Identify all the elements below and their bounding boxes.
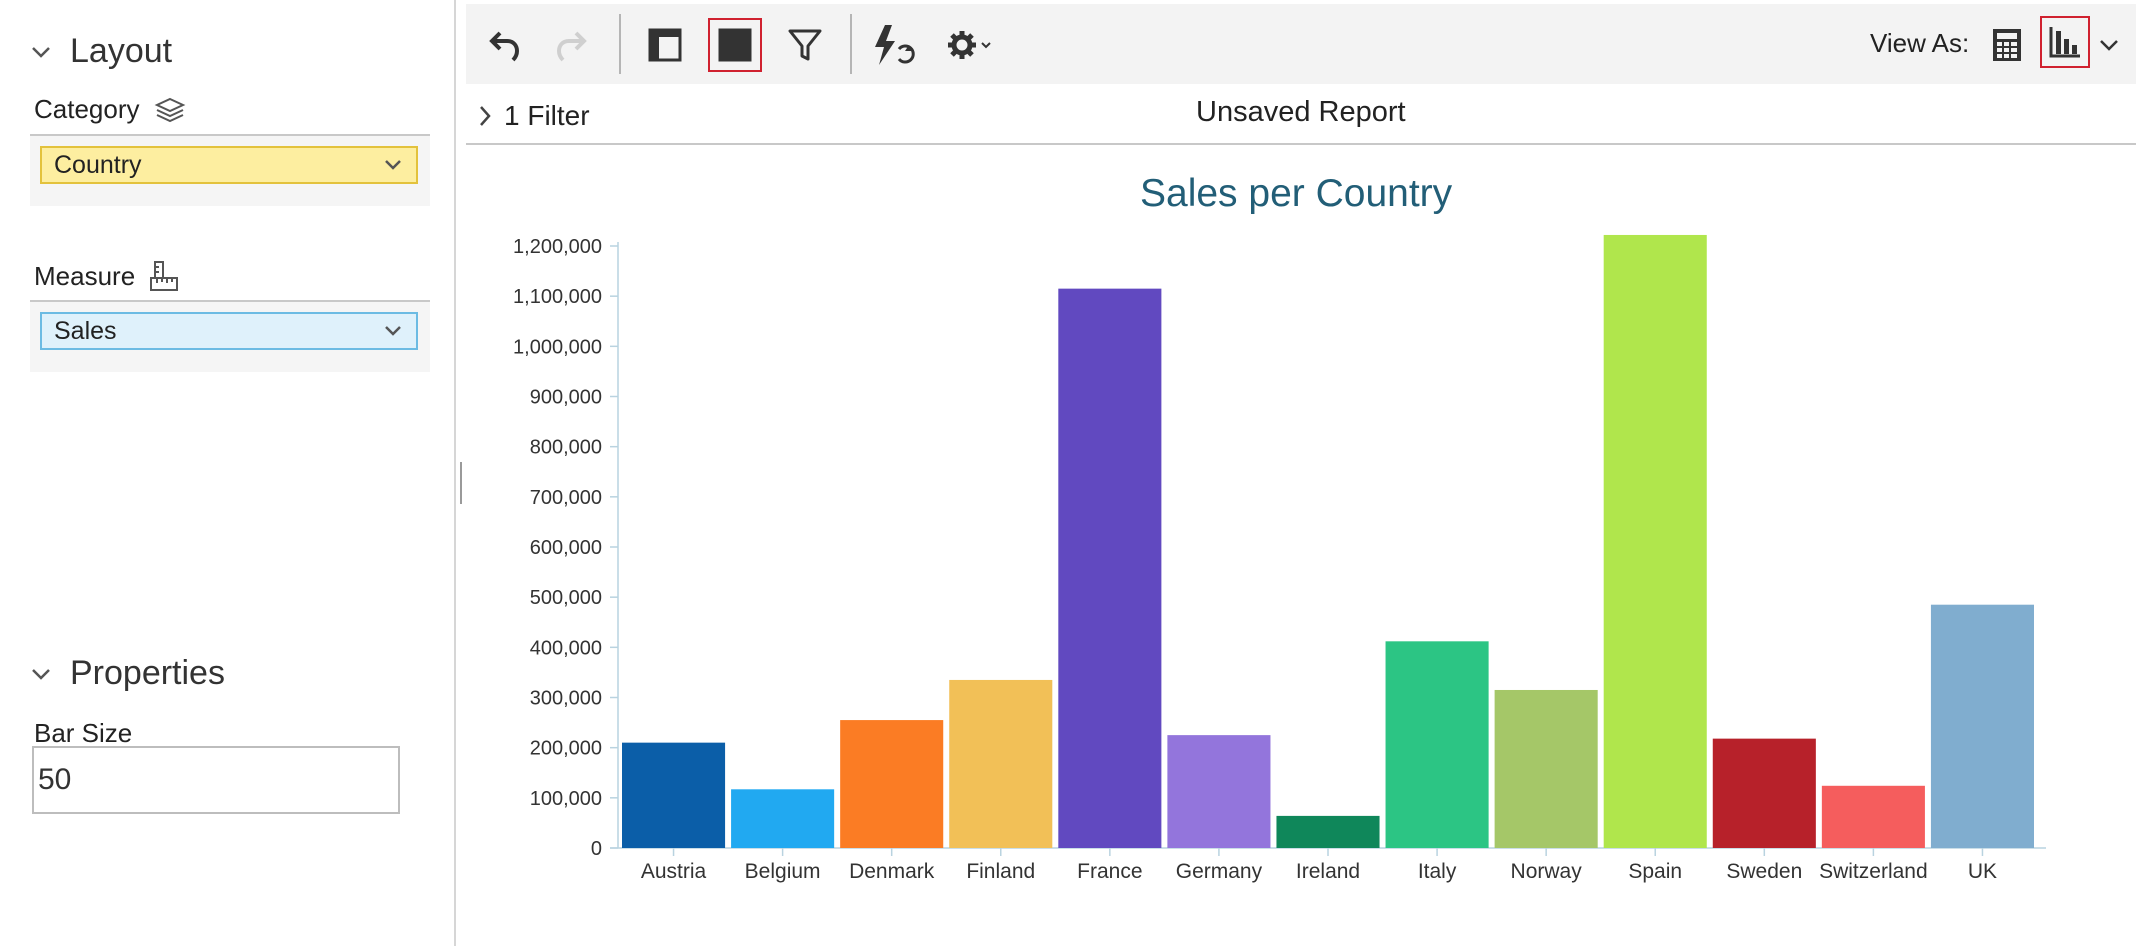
table-view-button[interactable]	[1980, 18, 2034, 72]
x-tick-label: France	[1077, 860, 1142, 883]
y-tick-label: 300,000	[530, 688, 602, 710]
bar-italy	[1385, 641, 1489, 848]
toolbar-separator	[619, 14, 621, 74]
x-tick-label: Sweden	[1726, 860, 1802, 883]
y-tick-label: 800,000	[530, 437, 602, 459]
measure-field-value: Sales	[54, 316, 117, 345]
settings-menu-button[interactable]	[940, 18, 1004, 72]
chart-view-button[interactable]	[2040, 16, 2090, 68]
layers-icon	[154, 97, 185, 122]
bar-belgium	[731, 789, 835, 848]
y-tick-label: 1,100,000	[513, 286, 602, 308]
bar-austria	[622, 742, 726, 848]
category-label: Category	[34, 94, 140, 124]
measure-label: Measure	[34, 260, 136, 291]
x-tick-label: Switzerland	[1819, 860, 1928, 883]
toolbar-separator	[850, 14, 852, 74]
bar-france	[1058, 288, 1162, 848]
chevron-down-icon	[32, 668, 50, 680]
filter-toggle[interactable]: 1 Filter	[478, 100, 590, 132]
bar-germany	[1167, 735, 1271, 848]
ruler-icon	[150, 261, 179, 291]
view-as-label: View As:	[1870, 28, 1970, 58]
y-tick-label: 100,000	[530, 788, 602, 810]
redo-icon	[556, 31, 587, 62]
view-options-button[interactable]	[2092, 18, 2126, 72]
x-tick-label: Italy	[1418, 860, 1457, 883]
filter-icon	[788, 29, 822, 61]
layout-section-toggle[interactable]: Layout	[30, 32, 172, 71]
left-panel: Layout Category Country Measure Sales Pr…	[0, 0, 454, 946]
auto-refresh-button[interactable]	[866, 18, 920, 72]
measure-drop-zone[interactable]: Sales	[30, 300, 430, 372]
measure-label-row: Measure	[34, 260, 179, 292]
y-tick-label: 400,000	[530, 637, 602, 659]
layout-section-title: Layout	[70, 32, 173, 70]
table-view-icon	[1993, 29, 2021, 61]
category-field-value: Country	[54, 150, 142, 179]
redo-button[interactable]	[546, 18, 600, 72]
bar-finland	[949, 679, 1053, 848]
y-tick-label: 1,200,000	[513, 236, 602, 258]
undo-button[interactable]	[476, 18, 530, 72]
report-title: Unsaved Report	[1196, 96, 1406, 128]
properties-panel-button[interactable]	[708, 18, 762, 72]
y-tick-label: 200,000	[530, 738, 602, 760]
panel-splitter[interactable]	[454, 0, 456, 946]
chevron-down-icon	[2100, 40, 2118, 51]
properties-panel-icon	[718, 28, 752, 62]
y-tick-label: 600,000	[530, 537, 602, 559]
y-tick-label: 500,000	[530, 587, 602, 609]
chevron-down-icon	[32, 46, 50, 58]
chevron-right-icon	[480, 106, 491, 126]
settings-icon	[948, 31, 991, 59]
bar-uk	[1930, 604, 2035, 848]
chevron-down-icon[interactable]	[384, 324, 402, 338]
x-tick-label: Germany	[1176, 860, 1263, 883]
chevron-down-icon[interactable]	[384, 158, 402, 172]
layout-panel-button[interactable]	[638, 18, 692, 72]
bar-ireland	[1276, 815, 1380, 848]
filter-count: 1 Filter	[504, 100, 590, 131]
y-tick-label: 900,000	[530, 387, 602, 409]
chart-view-icon	[2049, 27, 2080, 58]
measure-field-pill[interactable]: Sales	[40, 312, 418, 350]
bar-norway	[1494, 689, 1598, 848]
x-tick-label: Belgium	[745, 860, 821, 883]
bar-size-input[interactable]	[32, 746, 400, 814]
splitter-grip[interactable]	[460, 462, 462, 504]
category-field-pill[interactable]: Country	[40, 146, 418, 184]
category-drop-zone[interactable]: Country	[30, 134, 430, 206]
toolbar: View As:	[466, 4, 2136, 84]
bar-denmark	[840, 720, 944, 848]
sales-bar-chart: 0 100,000 200,000 300,000 400,000 500,000 600,…	[513, 234, 2046, 883]
chart-title: Sales per Country	[1140, 172, 1453, 215]
x-tick-label: UK	[1968, 860, 1997, 883]
properties-section-toggle[interactable]: Properties	[30, 654, 225, 693]
filter-divider	[466, 143, 2136, 145]
undo-icon	[489, 31, 520, 62]
bar-switzerland	[1821, 785, 1925, 848]
x-tick-label: Norway	[1511, 860, 1583, 883]
layout-panel-icon	[648, 28, 682, 62]
x-tick-label: Spain	[1628, 860, 1682, 883]
properties-section-title: Properties	[70, 654, 225, 692]
bar-size-label: Bar Size	[34, 718, 133, 748]
x-tick-label: Ireland	[1296, 860, 1360, 883]
x-tick-label: Finland	[966, 860, 1035, 883]
x-tick-label: Denmark	[849, 860, 935, 883]
y-tick-label: 1,000,000	[513, 336, 602, 358]
filter-button[interactable]	[778, 18, 832, 72]
auto-refresh-icon	[875, 25, 915, 65]
bar-sweden	[1712, 738, 1816, 848]
category-label-row: Category	[34, 94, 186, 125]
y-tick-label: 0	[591, 838, 602, 860]
x-tick-label: Austria	[641, 860, 707, 883]
y-tick-label: 700,000	[530, 487, 602, 509]
bar-spain	[1603, 234, 1707, 849]
